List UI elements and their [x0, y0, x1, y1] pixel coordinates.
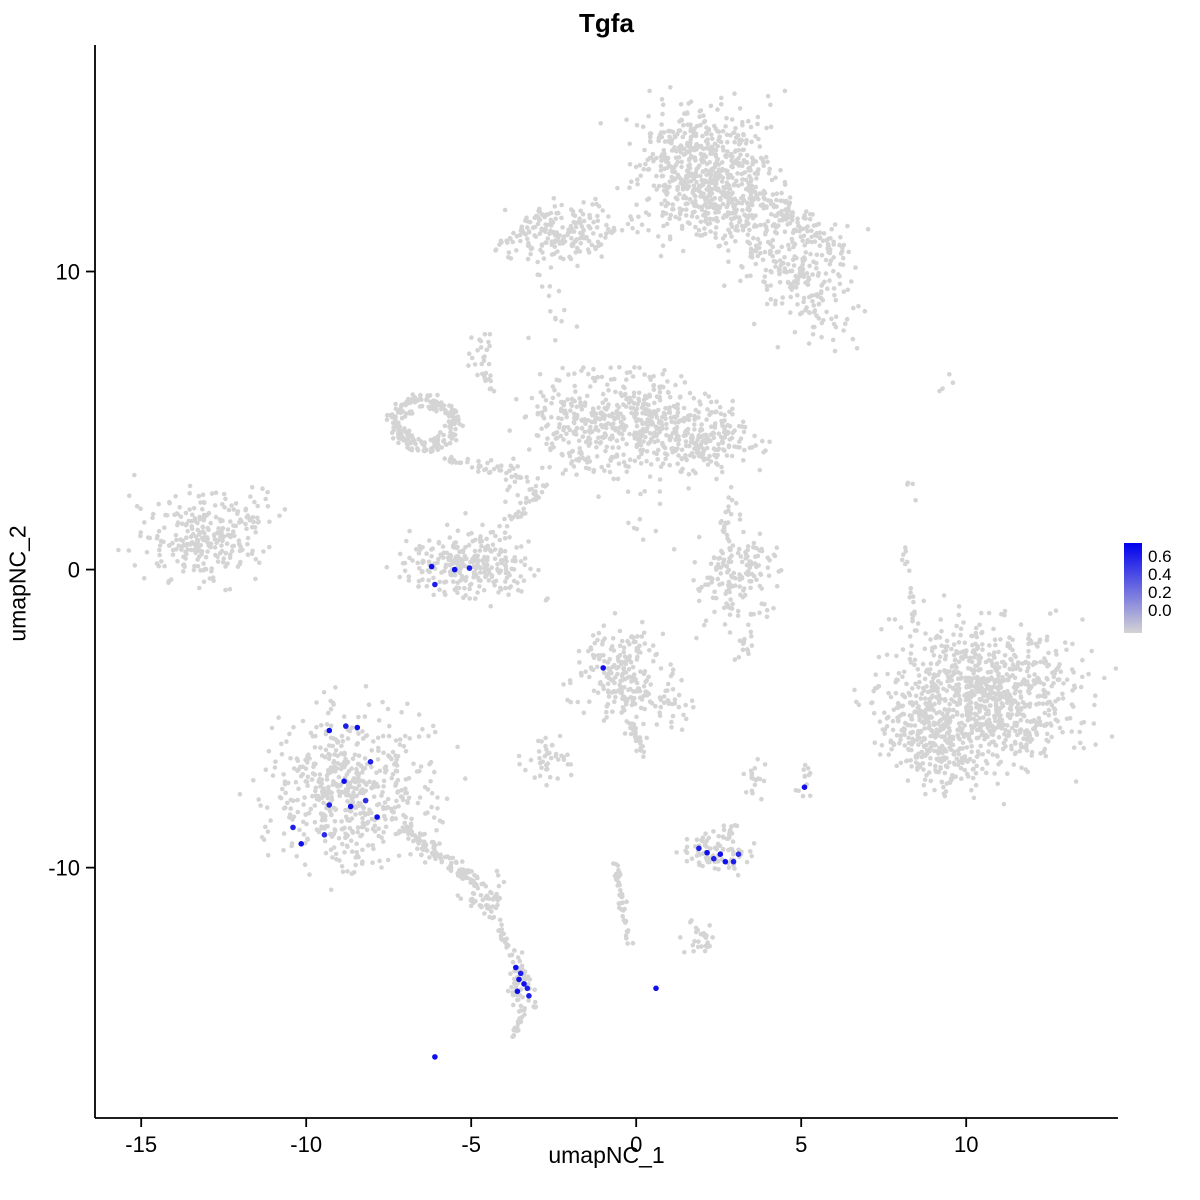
colorbar-tick-label: 0.0 — [1148, 601, 1172, 620]
colorbar-legend: 0.60.40.20.0 — [1124, 543, 1172, 633]
colorbar-tick-label: 0.4 — [1148, 565, 1172, 584]
x-tick-labels: -15 -10 -5 0 5 10 — [125, 1132, 978, 1157]
expressing-cells — [290, 563, 808, 1060]
colorbar — [1124, 543, 1142, 633]
x-axis-label: umapNC_1 — [548, 1142, 665, 1168]
colorbar-tick-label: 0.6 — [1148, 547, 1172, 566]
y-tick-labels: 100-10 — [48, 260, 80, 881]
axes — [86, 45, 1118, 1127]
background-cells — [116, 85, 1119, 1040]
colorbar-tick-label: 0.2 — [1148, 583, 1172, 602]
plot-title: Tgfa — [579, 8, 634, 38]
y-axis-label: umapNC_2 — [4, 525, 31, 642]
